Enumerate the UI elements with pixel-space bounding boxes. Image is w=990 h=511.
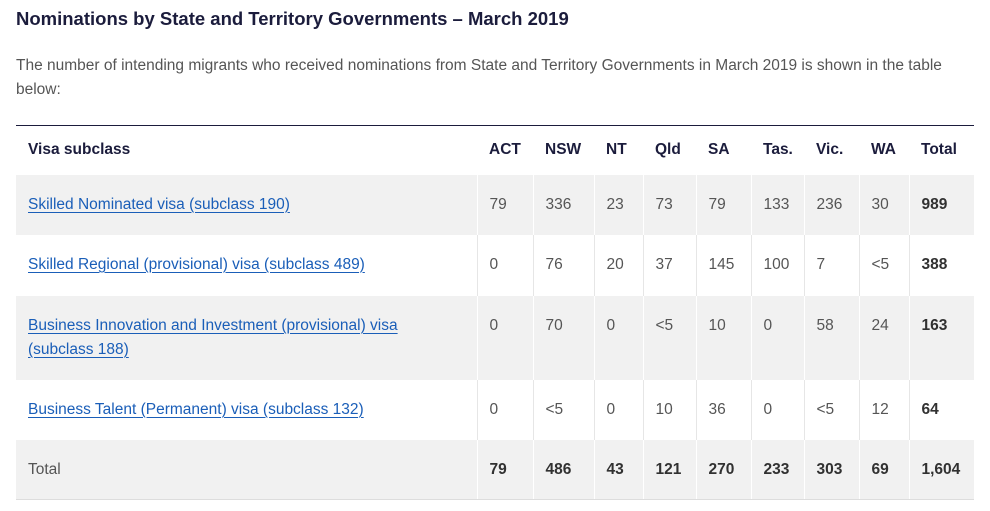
cell-act: 0	[476, 295, 533, 380]
cell-sa: 79	[695, 174, 751, 235]
table-row: Business Innovation and Investment (prov…	[16, 295, 974, 380]
visa-link-132[interactable]: Business Talent (Permanent) visa (subcla…	[28, 400, 364, 418]
cell-tas: 100	[750, 234, 804, 296]
header-visa-subclass: Visa subclass	[28, 141, 131, 159]
cell-qld: 121	[642, 439, 696, 500]
cell-vic: 58	[803, 295, 859, 380]
visa-cell: Business Talent (Permanent) visa (subcla…	[16, 380, 477, 440]
cell-qld: <5	[642, 295, 696, 380]
cell-sa: 36	[695, 379, 751, 440]
header-tas: Tas.	[763, 141, 793, 159]
table-row: Business Talent (Permanent) visa (subcla…	[16, 379, 974, 440]
intro-text: The number of intending migrants who rec…	[16, 57, 942, 98]
cell-nt: 23	[593, 174, 643, 235]
visa-link-190[interactable]: Skilled Nominated visa (subclass 190)	[28, 195, 290, 213]
cell-qld: 10	[642, 379, 696, 440]
header-wa: WA	[871, 141, 896, 159]
cell-act: 79	[476, 439, 533, 500]
cell-nsw: 336	[532, 174, 594, 235]
cell-tas: 133	[750, 174, 804, 235]
cell-nsw: 70	[532, 295, 594, 380]
cell-nsw: <5	[532, 379, 594, 440]
cell-nsw: 486	[532, 439, 594, 500]
nominations-table: Visa subclass ACT NSW NT Qld SA Tas. Vic…	[16, 125, 974, 500]
cell-vic: <5	[803, 379, 859, 440]
cell-nt: 20	[593, 234, 643, 296]
header-vic: Vic.	[816, 141, 844, 159]
cell-sa: 270	[695, 439, 751, 500]
header-nsw: NSW	[545, 141, 582, 159]
visa-link-489[interactable]: Skilled Regional (provisional) visa (sub…	[28, 255, 365, 273]
cell-nsw: 76	[532, 234, 594, 296]
cell-qld: 73	[642, 174, 696, 235]
table-row: Skilled Regional (provisional) visa (sub…	[16, 234, 974, 296]
table-header-row: Visa subclass ACT NSW NT Qld SA Tas. Vic…	[16, 126, 974, 175]
cell-total: 163	[908, 295, 974, 380]
cell-tas: 0	[750, 379, 804, 440]
cell-total: 388	[908, 234, 974, 296]
cell-act: 79	[476, 174, 533, 235]
visa-cell: Business Innovation and Investment (prov…	[16, 295, 477, 380]
cell-wa: 24	[858, 295, 909, 380]
header-qld: Qld	[655, 141, 681, 159]
cell-wa: 69	[858, 439, 909, 500]
table-row: Skilled Nominated visa (subclass 190) 79…	[16, 174, 974, 235]
total-row: Total 79 486 43 121 270 233 303 69 1,604	[16, 439, 974, 500]
cell-act: 0	[476, 234, 533, 296]
cell-wa: 30	[858, 174, 909, 235]
header-total: Total	[921, 141, 957, 159]
cell-sa: 145	[695, 234, 751, 296]
header-nt: NT	[606, 141, 627, 159]
cell-tas: 233	[750, 439, 804, 500]
visa-link-188[interactable]: Business Innovation and Investment (prov…	[28, 316, 398, 358]
cell-wa: 12	[858, 379, 909, 440]
cell-wa: <5	[858, 234, 909, 296]
cell-total: 1,604	[908, 439, 974, 500]
visa-cell: Skilled Regional (provisional) visa (sub…	[16, 235, 477, 296]
visa-cell: Skilled Nominated visa (subclass 190)	[16, 174, 477, 235]
cell-sa: 10	[695, 295, 751, 380]
total-label: Total	[16, 439, 477, 500]
cell-nt: 0	[593, 379, 643, 440]
header-sa: SA	[708, 141, 730, 159]
cell-vic: 236	[803, 174, 859, 235]
cell-nt: 43	[593, 439, 643, 500]
cell-total: 64	[908, 379, 974, 440]
cell-total: 989	[908, 174, 974, 235]
cell-tas: 0	[750, 295, 804, 380]
cell-nt: 0	[593, 295, 643, 380]
page-title: Nominations by State and Territory Gover…	[16, 8, 569, 29]
cell-act: 0	[476, 379, 533, 440]
cell-vic: 7	[803, 234, 859, 296]
cell-qld: 37	[642, 234, 696, 296]
header-act: ACT	[489, 141, 521, 159]
cell-vic: 303	[803, 439, 859, 500]
